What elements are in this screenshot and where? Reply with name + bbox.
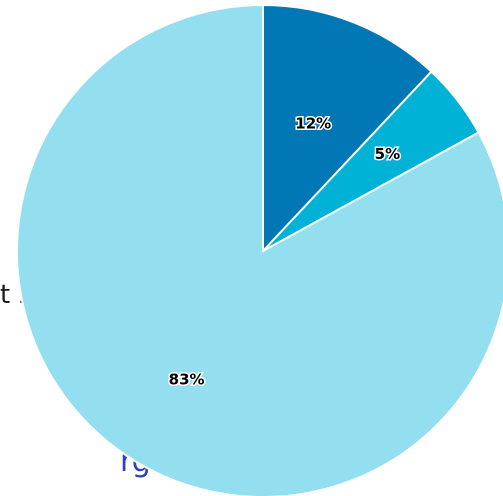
pie-slice-label-3: 83%	[169, 371, 205, 389]
pie-slice-label-1: 12%	[295, 115, 331, 133]
pie-slice-label-2: 5%	[375, 145, 400, 163]
pie-slice-1	[262, 3, 433, 254]
pie-slice-3	[16, 3, 503, 496]
pie-labels: 12% 5% 83%	[167, 113, 401, 390]
pie-slices	[16, 3, 503, 496]
